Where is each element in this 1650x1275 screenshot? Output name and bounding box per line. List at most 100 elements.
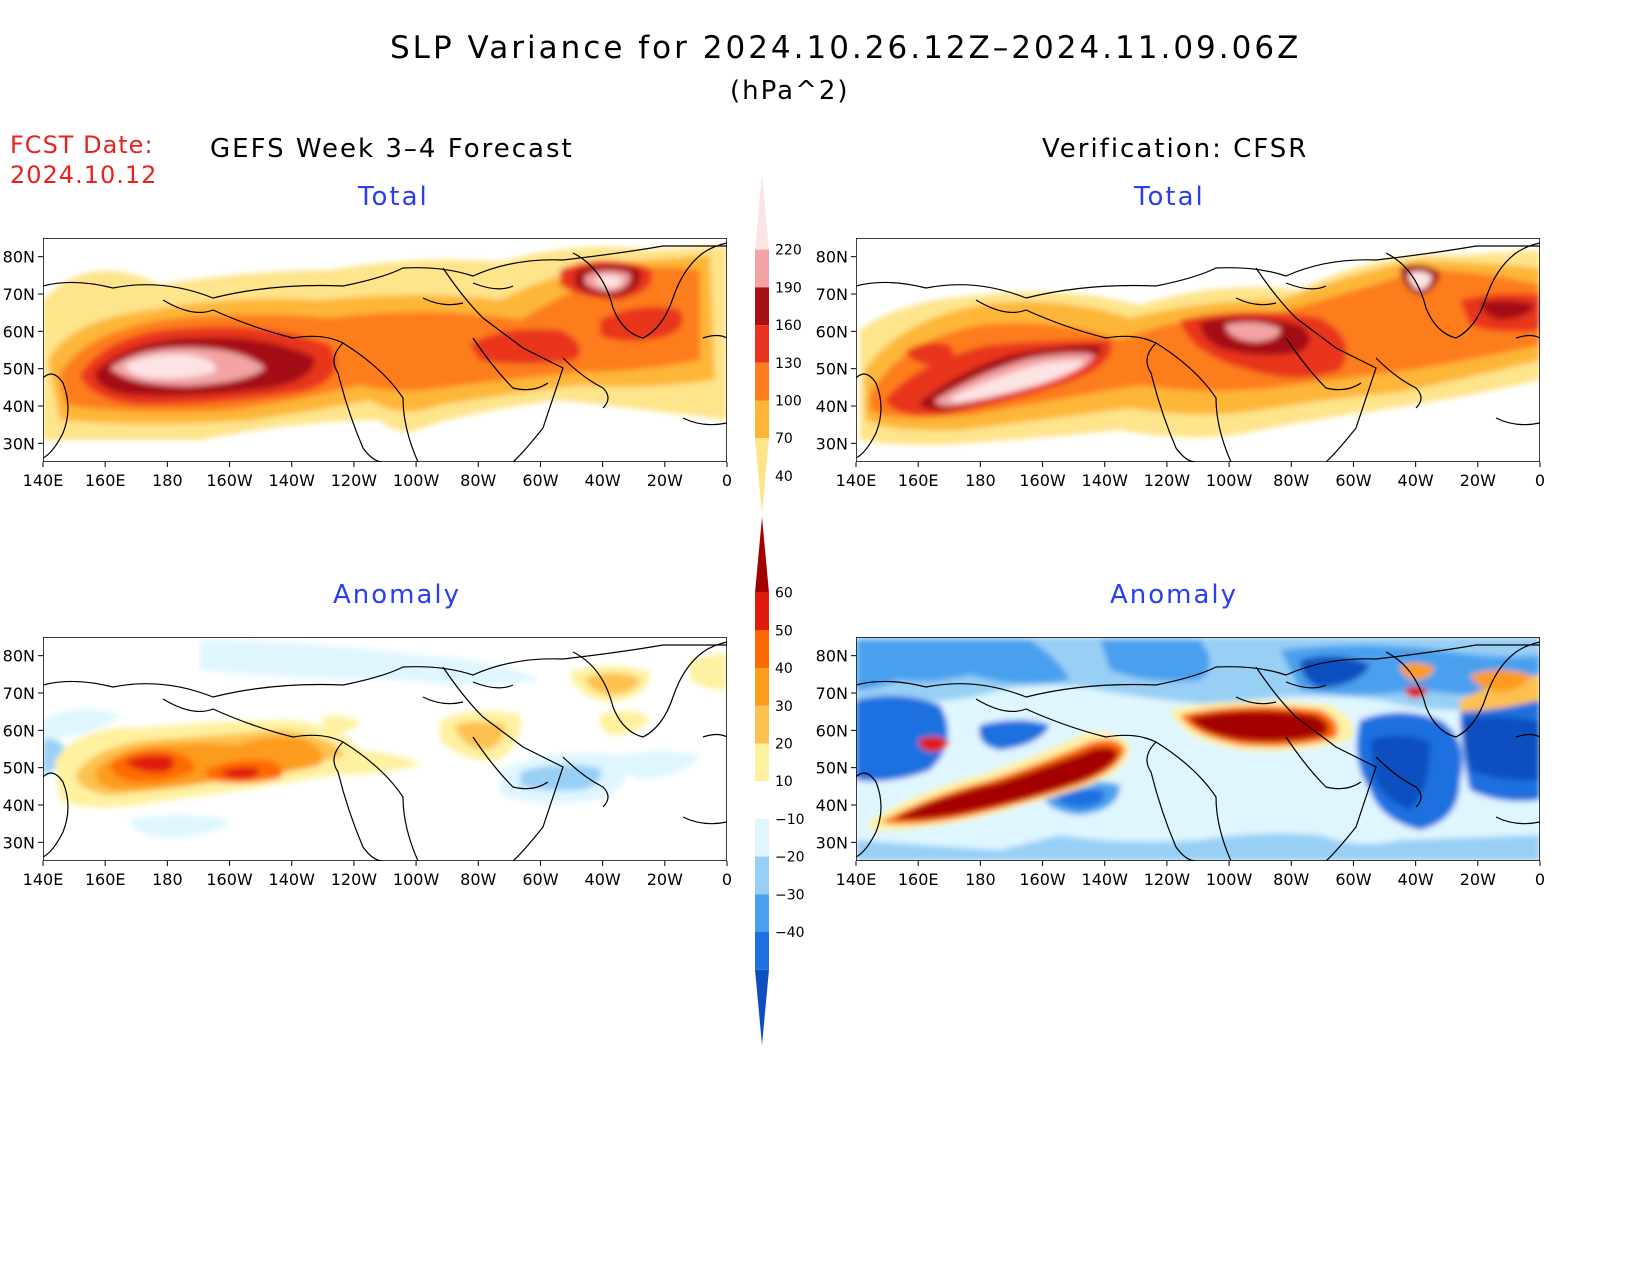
- panel-heading-forecast-anomaly: Anomaly: [333, 580, 462, 610]
- total-colorbar-level-label: 190: [775, 280, 802, 296]
- forecast-total-lat-label: 80N: [3, 248, 35, 267]
- forecast-anomaly-lon-label: 140W: [269, 870, 316, 889]
- forecast-anomaly-lon-label: 20W: [647, 870, 683, 889]
- forecast-total-lon-label: 60W: [522, 471, 558, 490]
- total-colorbar-level-label: 100: [775, 394, 802, 410]
- forecast-anomaly-lat-label: 30N: [3, 833, 35, 852]
- verification-anomaly-lon-label: 40W: [1398, 870, 1434, 889]
- forecast-anomaly-lon-label: 100W: [393, 870, 440, 889]
- forecast-anomaly-lat-label: 50N: [3, 759, 35, 778]
- verification-anomaly-lat-label: 40N: [816, 796, 848, 815]
- verification-anomaly-lat-label: 50N: [816, 759, 848, 778]
- verification-anomaly-lon-label: 0: [1535, 870, 1545, 889]
- forecast-anomaly-field: [43, 640, 727, 838]
- anomaly-colorbar-level-label: 20: [775, 737, 793, 753]
- forecast-total-lon-label: 140E: [23, 471, 64, 490]
- forecast-total-lat-label: 30N: [3, 434, 35, 453]
- forecast-anomaly-lon-label: 160E: [85, 870, 126, 889]
- anomaly-colorbar-swatch: [755, 705, 769, 744]
- forecast-total-lat-label: 50N: [3, 360, 35, 379]
- colorbars: 220 190 160 130 100 70 40 60 50 40 30 20 10 −10 −20 −30…: [755, 174, 805, 1046]
- anomaly-colorbar-level-label: −20: [775, 850, 805, 866]
- total-colorbar-swatch: [755, 287, 769, 326]
- verification-total-lon-label: 60W: [1335, 471, 1371, 490]
- verification-total-field: [860, 250, 1540, 445]
- total-colorbar-swatch: [755, 438, 769, 514]
- verification-total-lon-label: 20W: [1460, 471, 1496, 490]
- anomaly-colorbar-swatch: [755, 743, 769, 782]
- verification-anomaly-lon-label: 60W: [1335, 870, 1371, 889]
- total-colorbar-level-label: 220: [775, 243, 802, 259]
- verification-total-lon-label: 140E: [836, 471, 877, 490]
- verification-total-lon-label: 100W: [1206, 471, 1253, 490]
- forecast-total-lon-label: 100W: [393, 471, 440, 490]
- forecast-anomaly-lon-label: 180: [152, 870, 183, 889]
- verification-anomaly-lon-label: 100W: [1206, 870, 1253, 889]
- forecast-anomaly-lat-label: 80N: [3, 647, 35, 666]
- verification-total-coastlines: [856, 242, 1540, 462]
- total-colorbar-swatch: [755, 174, 769, 250]
- verification-anomaly-panel: [856, 637, 1540, 861]
- anomaly-colorbar-level-label: −10: [775, 812, 805, 828]
- verification-total-lat-label: 30N: [816, 434, 848, 453]
- verification-total-lon-label: 160W: [1019, 471, 1066, 490]
- verification-total-lat-label: 80N: [816, 248, 848, 267]
- anomaly-colorbar-swatch: [755, 969, 769, 1046]
- panel-heading-verification-total: Total: [1134, 182, 1205, 212]
- anomaly-colorbar-swatch: [755, 630, 769, 669]
- forecast-anomaly-lat-label: 40N: [3, 796, 35, 815]
- verification-total-lat-label: 70N: [816, 285, 848, 304]
- total-colorbar-level-label: 40: [775, 469, 793, 485]
- verification-anomaly-lon-label: 80W: [1273, 870, 1309, 889]
- forecast-total-lon-label: 140W: [269, 471, 316, 490]
- verification-anomaly-lon-label: 180: [965, 870, 996, 889]
- total-colorbar-swatch: [755, 400, 769, 439]
- page-title: SLP Variance for 2024.10.26.12Z–2024.11.…: [390, 30, 1302, 66]
- anomaly-colorbar-level-label: 10: [775, 774, 793, 790]
- anomaly-colorbar-swatch: [755, 781, 769, 819]
- verification-anomaly-lat-label: 70N: [816, 684, 848, 703]
- forecast-total-lon-label: 160E: [85, 471, 126, 490]
- verification-anomaly-lon-label: 120W: [1144, 870, 1191, 889]
- anomaly-colorbar-swatch: [755, 856, 769, 895]
- forecast-total-lat-label: 70N: [3, 285, 35, 304]
- verification-total-lon-label: 0: [1535, 471, 1545, 490]
- forecast-anomaly-panel: [43, 637, 727, 861]
- verification-anomaly-field: [856, 637, 1540, 861]
- forecast-anomaly-lon-label: 40W: [585, 870, 621, 889]
- forecast-total-lon-label: 180: [152, 471, 183, 490]
- forecast-total-lon-label: 0: [722, 471, 732, 490]
- verification-anomaly-lat-label: 30N: [816, 833, 848, 852]
- forecast-anomaly-lat-label: 60N: [3, 721, 35, 740]
- units-label: (hPa^2): [730, 76, 850, 106]
- forecast-anomaly-lon-label: 80W: [460, 870, 496, 889]
- verification-total-panel: [856, 238, 1540, 462]
- verification-total-lon-label: 140W: [1082, 471, 1129, 490]
- anomaly-colorbar-swatch: [755, 668, 769, 706]
- forecast-anomaly-lon-label: 60W: [522, 870, 558, 889]
- forecast-total-panel: [43, 238, 727, 462]
- verification-anomaly-lon-label: 20W: [1460, 870, 1496, 889]
- verification-anomaly-lat-label: 80N: [816, 647, 848, 666]
- forecast-anomaly-lon-label: 140E: [23, 870, 64, 889]
- axis-labels: 140E 160E 180 160W 140W 120W 100W 80W 60W 40W 20W 0…: [3, 248, 1545, 889]
- total-colorbar-swatch: [755, 362, 769, 401]
- total-colorbar-level-label: 130: [775, 356, 802, 372]
- anomaly-colorbar-level-label: −40: [775, 925, 805, 941]
- anomaly-colorbar-swatch: [755, 818, 769, 857]
- anomaly-colorbar-level-label: 40: [775, 661, 793, 677]
- forecast-anomaly-lon-label: 120W: [331, 870, 378, 889]
- verification-column-heading: Verification: CFSR: [1042, 134, 1309, 164]
- anomaly-colorbar-level-label: 60: [775, 586, 793, 602]
- verification-anomaly-lon-label: 140W: [1082, 870, 1129, 889]
- total-colorbar-swatch: [755, 325, 769, 363]
- forecast-total-coastlines: [43, 242, 727, 462]
- total-colorbar-level-label: 70: [775, 431, 793, 447]
- fcst-date-label: FCST Date:: [10, 131, 154, 159]
- verification-anomaly-lat-label: 60N: [816, 721, 848, 740]
- verification-total-lon-label: 80W: [1273, 471, 1309, 490]
- gefs-column-heading: GEFS Week 3–4 Forecast: [210, 134, 574, 164]
- forecast-total-lon-label: 20W: [647, 471, 683, 490]
- verification-total-lon-label: 180: [965, 471, 996, 490]
